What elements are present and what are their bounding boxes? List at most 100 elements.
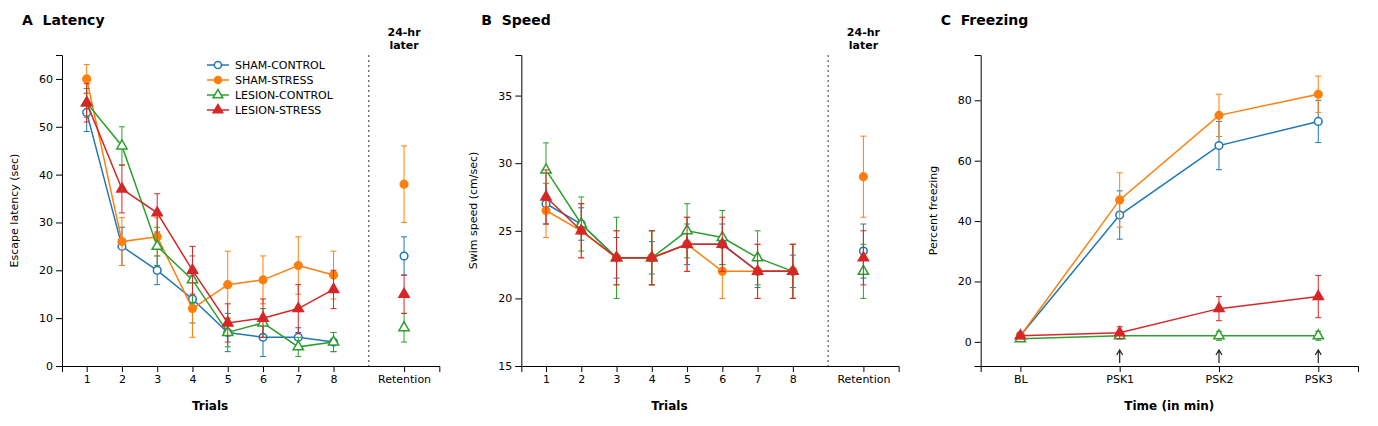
x-tick: 7 [295, 366, 302, 386]
marker [1313, 330, 1323, 339]
series-line [546, 204, 863, 272]
marker [611, 252, 621, 261]
y-tick-mark [515, 96, 521, 97]
x-tick-label: 8 [331, 373, 338, 386]
legend-marker [214, 61, 221, 68]
series [541, 143, 869, 299]
y-tick-label: 60 [39, 73, 53, 86]
x-tick-mark [687, 366, 688, 372]
marker [328, 336, 338, 345]
marker [153, 266, 161, 274]
x-tick: 7 [755, 366, 762, 386]
marker [293, 303, 303, 312]
x-tick-mark [192, 366, 193, 372]
x-tick: PSK1 [1106, 366, 1134, 386]
x-tick-label: PSK1 [1106, 373, 1134, 386]
x-axis-line [522, 367, 899, 373]
x-tick: Retention [837, 366, 890, 386]
marker [400, 180, 408, 188]
series [542, 183, 867, 287]
marker [1214, 330, 1224, 339]
plot-area [82, 55, 410, 366]
legend-label: SHAM-STRESS [235, 74, 314, 87]
title: C Freezing [941, 12, 1029, 28]
y-tick: 40 [958, 215, 981, 228]
x-axis: 12345678Retention [522, 366, 899, 386]
marker [858, 252, 868, 261]
x-tick: 4 [189, 366, 196, 386]
marker [647, 252, 657, 261]
series [541, 170, 869, 298]
y-tick: 60 [958, 155, 981, 168]
y-axis-line [56, 56, 63, 367]
marker [1214, 303, 1224, 312]
plot-area [541, 55, 869, 366]
series-line [546, 177, 863, 272]
x-tick: PSK2 [1206, 366, 1234, 386]
y-tick-mark [975, 100, 981, 101]
series-line [1020, 121, 1318, 335]
x-tick-mark [87, 366, 88, 372]
marker [82, 97, 92, 106]
annotation-line: 24-hr [387, 26, 421, 39]
series [82, 88, 410, 356]
x-tick: 8 [790, 366, 797, 386]
x-tick: 3 [614, 366, 621, 386]
marker [541, 191, 551, 200]
annotation-line: later [389, 39, 419, 52]
y-tick-label: 50 [39, 121, 53, 134]
marker [1215, 142, 1223, 150]
x-tick-label: 5 [225, 373, 232, 386]
x-axis-line [63, 367, 440, 373]
legend-marker [214, 76, 221, 83]
x-tick-label: PSK2 [1206, 373, 1234, 386]
y-tick-label: 80 [958, 94, 972, 107]
series-line [1020, 336, 1318, 339]
plot-area [1015, 76, 1323, 342]
y-tick-mark [56, 175, 62, 176]
error-bar [401, 146, 407, 223]
x-tick-label: 6 [719, 373, 726, 386]
x-tick: 6 [719, 366, 726, 386]
annotation: 24-hrlater [387, 26, 421, 52]
legend-label: LESION-STRESS [235, 104, 321, 117]
y-tick-mark [975, 161, 981, 162]
y-tick-label: 25 [498, 225, 512, 238]
x-tick: Retention [378, 366, 431, 386]
legend-entry: SHAM-STRESS [207, 74, 314, 87]
legend-entry: SHAM-CONTROL [207, 59, 326, 72]
y-tick-mark [975, 342, 981, 343]
x-tick-mark [758, 366, 759, 372]
x-tick-mark [581, 366, 582, 372]
series [1017, 76, 1323, 339]
arrow [1216, 350, 1222, 363]
legend-entry: LESION-STRESS [207, 104, 321, 117]
marker [117, 140, 127, 149]
marker [1015, 330, 1025, 339]
marker [399, 322, 409, 331]
annotation: 24-hrlater [847, 26, 881, 52]
marker [1314, 90, 1322, 98]
y-tick-mark [515, 298, 521, 299]
y-tick: 40 [39, 169, 62, 182]
series-line [546, 197, 863, 271]
figure: 010203040506012345678RetentionA LatencyT… [0, 0, 1378, 426]
series-line [87, 103, 404, 323]
y-tick: 0 [46, 360, 62, 373]
x-tick: 2 [578, 366, 585, 386]
panel: 152025303512345678RetentionB SpeedTrials… [467, 12, 899, 413]
y-tick: 30 [39, 216, 62, 229]
x-tick-label: 2 [578, 373, 585, 386]
x-tick-mark [546, 366, 547, 372]
y-tick-mark [975, 221, 981, 222]
x-tick-mark [157, 366, 158, 372]
y-tick: 10 [39, 312, 62, 325]
marker [83, 75, 91, 83]
y-axis-line [975, 56, 982, 367]
y-axis-title: Percent freezing [927, 166, 940, 255]
marker [860, 173, 868, 181]
marker [258, 312, 268, 321]
series [1015, 330, 1323, 342]
x-tick-label: 4 [649, 373, 656, 386]
y-tick-mark [515, 163, 521, 164]
